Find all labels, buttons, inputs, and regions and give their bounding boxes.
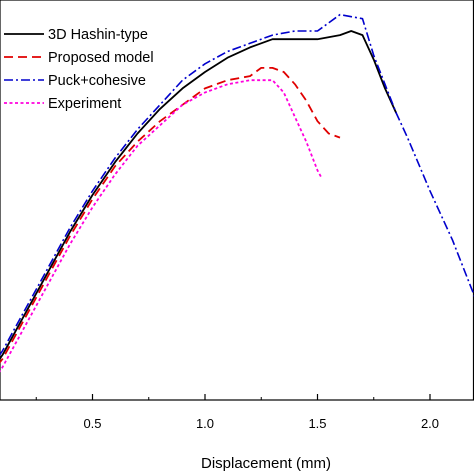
x-axis-ticks: 0.5 1.0 1.5 2.0 bbox=[35, 394, 439, 431]
legend: 3D Hashin-type Proposed model Puck+cohesiv… bbox=[4, 27, 154, 112]
series-layer bbox=[0, 13, 474, 373]
series-line-1 bbox=[0, 30, 398, 361]
legend-label: 3D Hashin-type bbox=[48, 27, 148, 43]
x-tick-label: 1.5 bbox=[308, 416, 326, 431]
series-line-4 bbox=[0, 79, 323, 373]
legend-label: Puck+cohesive bbox=[48, 73, 146, 89]
series-line-3 bbox=[0, 13, 474, 356]
x-tick-label: 1.0 bbox=[196, 416, 214, 431]
x-tick-label: 2.0 bbox=[421, 416, 439, 431]
x-axis-title: Displacement (mm) bbox=[201, 455, 331, 472]
x-tick-label: 0.5 bbox=[83, 416, 101, 431]
legend-label: Experiment bbox=[48, 96, 121, 112]
legend-label: Proposed model bbox=[48, 50, 154, 66]
series-line-2 bbox=[0, 67, 341, 364]
